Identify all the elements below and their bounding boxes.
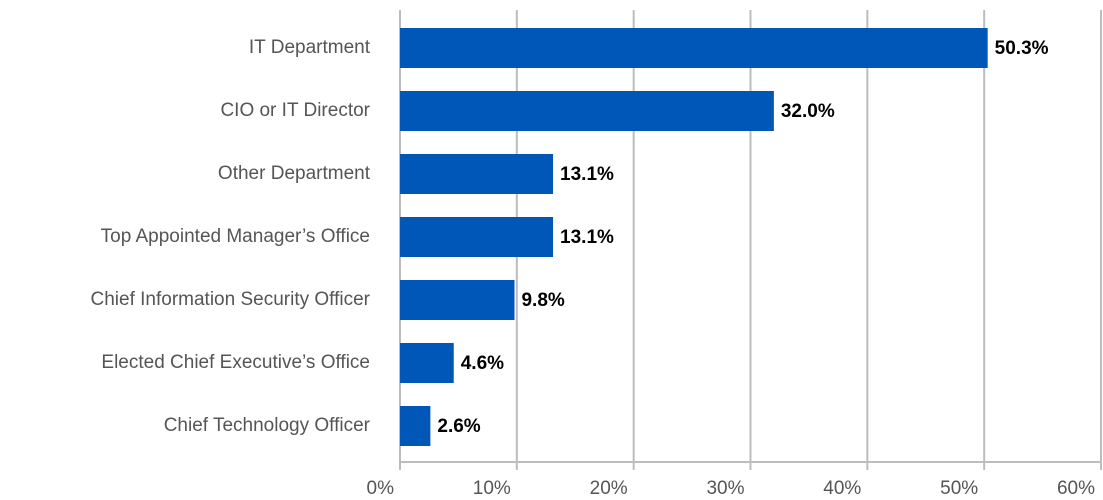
x-tick-label: 20% (590, 478, 628, 499)
bar (400, 406, 431, 446)
y-tick-label: CIO or IT Director (220, 100, 370, 121)
x-tick-label: 40% (823, 478, 861, 499)
y-tick-label: Top Appointed Manager’s Office (101, 226, 370, 247)
x-tick-label: 30% (706, 478, 744, 499)
value-label: 2.6% (437, 416, 480, 437)
bar (400, 91, 774, 131)
x-tick-label: 0% (367, 478, 395, 499)
bar (400, 154, 554, 194)
value-label: 13.1% (560, 227, 614, 248)
bar (400, 28, 988, 68)
x-tick-label: 50% (940, 478, 978, 499)
x-tick-label: 60% (1057, 478, 1095, 499)
value-label: 50.3% (995, 38, 1049, 59)
bar (400, 217, 554, 257)
y-tick-label: Elected Chief Executive’s Office (101, 352, 370, 373)
value-label: 9.8% (521, 290, 564, 311)
y-tick-label: Chief Technology Officer (164, 415, 371, 436)
value-label: 4.6% (461, 353, 504, 374)
y-tick-label: Other Department (218, 163, 371, 184)
y-tick-label: IT Department (249, 37, 371, 58)
y-tick-label: Chief Information Security Officer (91, 289, 371, 310)
x-tick-label: 10% (473, 478, 511, 499)
value-label: 13.1% (560, 164, 614, 185)
value-label: 32.0% (781, 101, 835, 122)
bar (400, 280, 515, 320)
bar (400, 343, 454, 383)
